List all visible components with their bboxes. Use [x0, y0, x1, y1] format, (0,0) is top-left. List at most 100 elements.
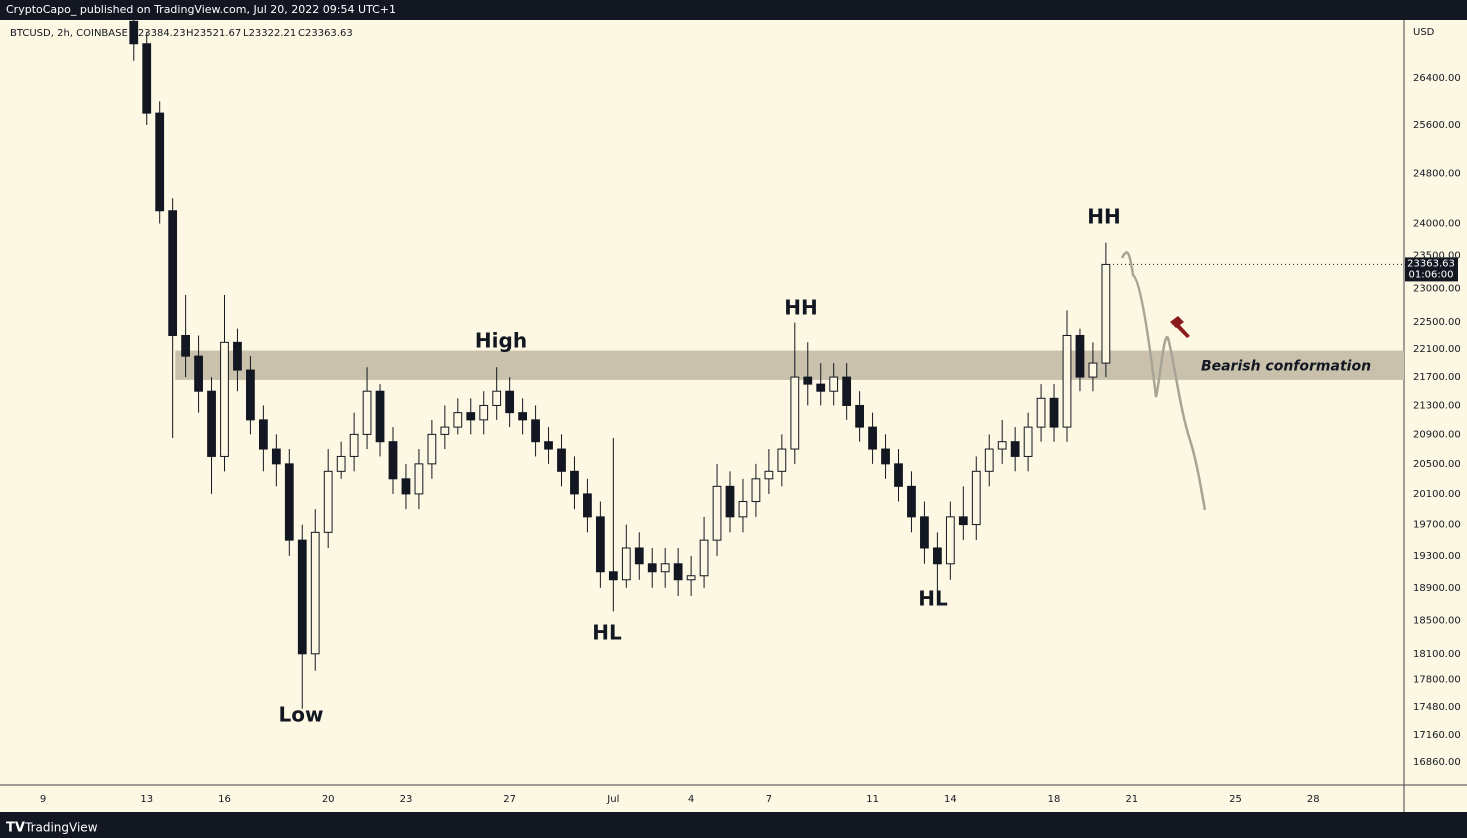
- x-tick-label: 18: [1048, 794, 1061, 805]
- candle-body: [142, 43, 152, 114]
- candle-body: [855, 404, 865, 428]
- candle-body: [1088, 362, 1098, 378]
- x-tick-label: 28: [1307, 794, 1320, 805]
- y-tick-label: 19700.00: [1413, 520, 1461, 531]
- candle-body: [1062, 334, 1072, 428]
- candle-body: [997, 441, 1007, 450]
- y-tick-label: 22500.00: [1413, 317, 1461, 328]
- candle-body: [829, 376, 839, 392]
- plot: [129, 20, 1404, 709]
- y-tick-label: 26400.00: [1413, 73, 1461, 84]
- candle-body: [583, 493, 592, 518]
- candle-body: [453, 412, 463, 428]
- candle-body: [764, 470, 774, 480]
- candle-body: [1010, 441, 1020, 457]
- x-tick-label: 13: [140, 794, 153, 805]
- x-tick-label: 4: [688, 794, 694, 805]
- y-tick-label: 22100.00: [1413, 344, 1461, 355]
- x-tick-label: 21: [1125, 794, 1138, 805]
- candle-body: [557, 448, 566, 472]
- candle-body: [271, 448, 281, 465]
- y-tick-label: 20500.00: [1413, 459, 1461, 470]
- candle-body: [712, 485, 722, 541]
- x-tick-label: 23: [400, 794, 413, 805]
- candle-body: [220, 341, 229, 457]
- y-tick-label: 23000.00: [1413, 283, 1461, 294]
- candle-body: [518, 412, 527, 421]
- candle-body: [531, 419, 540, 443]
- x-tick-label: 25: [1229, 794, 1242, 805]
- y-tick-label: 17800.00: [1413, 674, 1461, 685]
- ohlc-low: L23322.21: [243, 28, 296, 39]
- ohlc-high: H23521.67: [186, 28, 241, 39]
- candle-body: [971, 470, 981, 526]
- x-tick-label: 14: [944, 794, 957, 805]
- candle-body: [544, 441, 553, 450]
- candle-body: [1101, 263, 1111, 364]
- candle-body: [932, 547, 942, 565]
- candle-body: [621, 547, 631, 581]
- top-bar: [0, 0, 1467, 20]
- candle-body: [790, 376, 800, 450]
- y-tick-label: 25600.00: [1413, 120, 1461, 131]
- candle-body: [816, 383, 826, 392]
- y-tick-label: 17160.00: [1413, 730, 1461, 741]
- candle-body: [803, 376, 813, 385]
- x-tick-label: 7: [766, 794, 772, 805]
- candle-body: [375, 390, 385, 443]
- candle-body: [673, 563, 683, 581]
- candle-body: [414, 463, 424, 495]
- y-tick-label: 18100.00: [1413, 649, 1461, 660]
- candle-body: [777, 448, 787, 472]
- candle-body: [894, 463, 903, 487]
- candle-body: [920, 516, 929, 549]
- annotation: HL: [918, 587, 948, 611]
- candle-body: [647, 563, 657, 573]
- candle-body: [958, 516, 968, 526]
- logo: TV: [6, 821, 25, 836]
- candle-body: [699, 539, 709, 577]
- candle-body: [881, 448, 890, 465]
- x-tick-label: 11: [866, 794, 879, 805]
- annotation: HH: [784, 296, 817, 320]
- candle-body: [310, 531, 320, 655]
- candle-body: [349, 433, 359, 457]
- y-tick-label: 24800.00: [1413, 168, 1461, 179]
- candle-body: [738, 501, 748, 518]
- y-tick-label: 24000.00: [1413, 218, 1461, 229]
- candle-body: [725, 485, 735, 518]
- ohlc-open: O23384.23: [130, 28, 186, 39]
- candle-body: [297, 539, 307, 655]
- candle-body: [155, 112, 165, 212]
- zone: [175, 350, 1404, 380]
- candle-body: [246, 369, 255, 421]
- candle-body: [440, 426, 450, 435]
- y-tick-label: 17480.00: [1413, 702, 1461, 713]
- candle-body: [686, 575, 696, 581]
- x-tick-label: 20: [322, 794, 335, 805]
- y-tick-label: 20900.00: [1413, 429, 1461, 440]
- candle-body: [323, 470, 333, 533]
- candle-body: [194, 355, 203, 392]
- candle-body: [634, 547, 644, 565]
- candle-body: [842, 376, 852, 406]
- footer-text: TradingView: [24, 821, 98, 835]
- y-tick-label: 18500.00: [1413, 615, 1461, 626]
- ohlc-close: C23363.63: [298, 28, 353, 39]
- candle-body: [945, 516, 955, 565]
- hammer-icon: [1170, 316, 1190, 338]
- candle-body: [466, 412, 476, 421]
- annotation: Low: [279, 703, 324, 727]
- candle-body: [1023, 426, 1033, 457]
- candle-body: [258, 419, 268, 450]
- price-tag: [1405, 257, 1458, 282]
- y-unit: USD: [1413, 27, 1435, 38]
- candle-body: [479, 404, 489, 421]
- candle-body: [1049, 397, 1059, 428]
- annotation: HH: [1087, 205, 1120, 229]
- candle-body: [751, 478, 761, 503]
- annotation: HL: [592, 621, 622, 645]
- y-tick-label: 16860.00: [1413, 757, 1461, 768]
